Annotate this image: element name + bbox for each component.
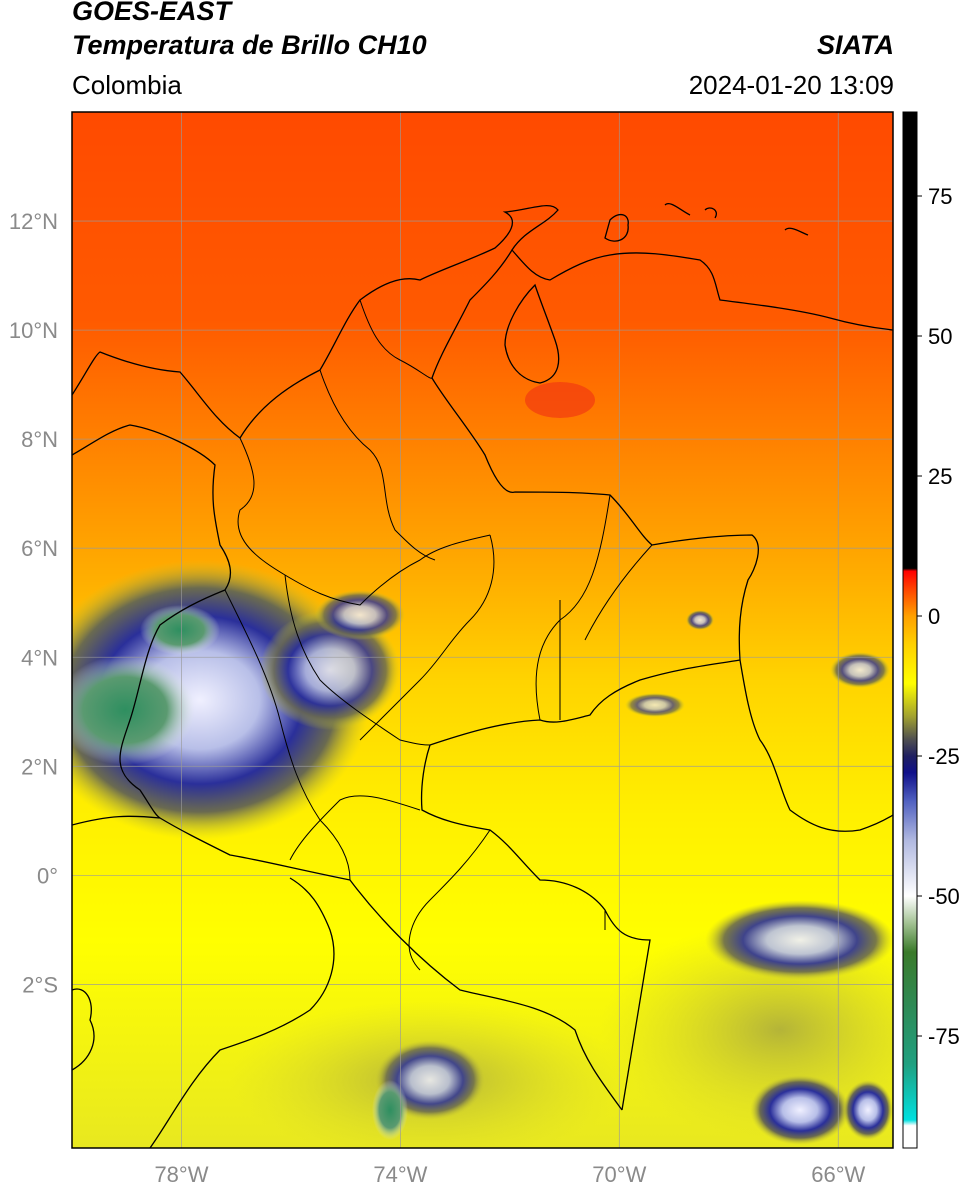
lat-tick-label: 0° — [37, 863, 58, 888]
colorbar-tick-label: 50 — [928, 324, 952, 349]
convective-cloud-central — [260, 610, 400, 730]
colorbar-ticks: 75 50 25 0 -25 -50 -75 — [917, 184, 960, 1049]
warm-spot — [525, 382, 595, 418]
convective-cloud-ne — [830, 652, 890, 688]
lon-tick-label: 78°W — [154, 1162, 208, 1187]
lake-maracaibo — [504, 283, 560, 384]
convective-cloud-mid — [625, 693, 685, 717]
lon-tick-label: 74°W — [373, 1162, 427, 1187]
colorbar-tick-label: 0 — [928, 604, 940, 629]
lon-tick-label: 70°W — [592, 1162, 646, 1187]
agency-label: SIATA — [817, 30, 894, 60]
ecuador-coast — [72, 877, 335, 1148]
graticule — [72, 112, 893, 1148]
longitude-labels: 78°W 74°W 70°W 66°W — [154, 1162, 865, 1187]
lon-tick-label: 66°W — [811, 1162, 865, 1187]
cold-cloud-top-west-2 — [140, 605, 220, 655]
colorbar-tick-label: -25 — [928, 744, 960, 769]
border-venezuela-brazil — [739, 659, 893, 832]
lat-tick-label: 2°S — [22, 972, 58, 997]
satellite-title: GOES-EAST — [72, 0, 232, 26]
colorbar-tick-label: 75 — [928, 184, 952, 209]
border-colombia-venezuela — [431, 249, 759, 661]
convective-cloud-east-edge — [843, 1080, 893, 1140]
islands — [604, 203, 809, 242]
lat-tick-label: 8°N — [21, 427, 58, 452]
convective-cloud-central-2 — [315, 590, 405, 640]
colorbar-frame — [902, 111, 918, 1149]
map-frame — [71, 111, 894, 1149]
border-colombia-peru-ecuador — [72, 815, 623, 1111]
latitude-labels: 12°N 10°N 8°N 6°N 4°N 2°N 0° 2°S — [9, 209, 58, 997]
product-title: Temperatura de Brillo CH10 — [72, 30, 427, 60]
coastline-caribbean — [72, 205, 893, 439]
lat-tick-label: 4°N — [21, 645, 58, 670]
lat-tick-label: 10°N — [9, 318, 58, 343]
convective-cloud-east — [705, 900, 893, 980]
datetime-label: 2024-01-20 13:09 — [688, 70, 894, 100]
colorbar-tick-label: -75 — [928, 1024, 960, 1049]
cold-cloud-top-south — [372, 1080, 408, 1140]
colorbar-tick-label: -50 — [928, 884, 960, 909]
colorbar-tick-label: 25 — [928, 464, 952, 489]
pacific-coast — [72, 424, 232, 819]
convective-cloud-small — [686, 610, 714, 630]
satellite-image — [72, 112, 893, 1148]
colorbar — [903, 112, 917, 1148]
lat-tick-label: 2°N — [21, 754, 58, 779]
political-boundaries — [72, 203, 893, 1148]
department-borders — [224, 299, 653, 971]
border-colombia-brazil — [420, 659, 741, 1111]
lat-tick-label: 12°N — [9, 209, 58, 234]
convective-cloud-se — [750, 1075, 850, 1145]
region-label: Colombia — [72, 70, 182, 100]
cold-cloud-top-west — [72, 655, 195, 765]
lat-tick-label: 6°N — [21, 536, 58, 561]
